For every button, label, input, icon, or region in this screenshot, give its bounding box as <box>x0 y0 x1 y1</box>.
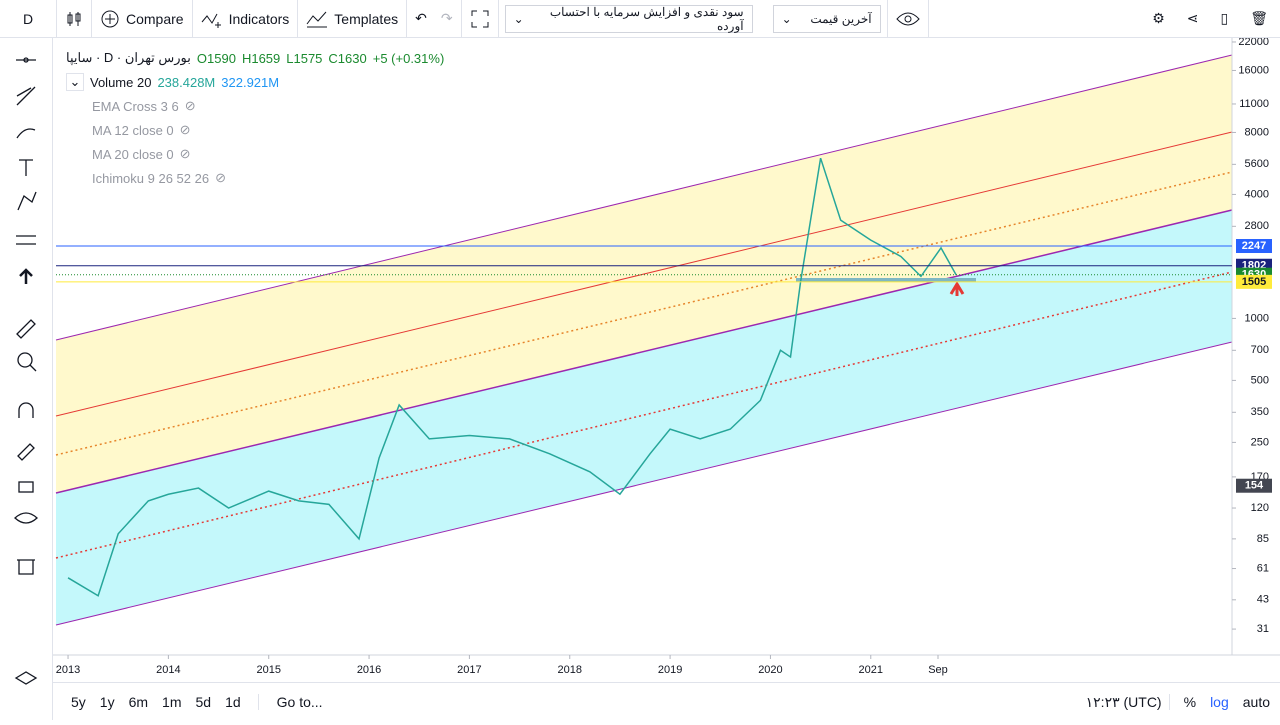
study[interactable]: MA 12 close 0 ⊘ <box>92 122 191 138</box>
indicators-button[interactable]: Indicators <box>193 0 299 37</box>
chart-style-button[interactable] <box>57 0 92 37</box>
arrow-marker <box>949 281 965 296</box>
x-tick-label: 2019 <box>658 664 682 676</box>
channel-mid-line <box>55 131 1233 417</box>
price-label-bg <box>1236 478 1272 493</box>
volume-value: 238.428M <box>157 74 216 90</box>
adjustment-select[interactable]: سود نقدی و افزایش سرمایه با احتساب آورده… <box>504 4 753 33</box>
channel-line <box>55 341 1233 626</box>
range-button[interactable]: 6m <box>128 694 149 710</box>
range-button[interactable]: 1d <box>225 694 241 710</box>
rectangle-drawing <box>796 278 976 282</box>
drawing-tools[interactable] <box>0 15 52 720</box>
y-tick-label: 250 <box>1251 436 1269 448</box>
eye-icon <box>895 12 920 25</box>
visibility-button[interactable] <box>886 0 929 37</box>
fullscreen-icon <box>471 10 489 27</box>
y-tick-label: 2800 <box>1245 220 1269 232</box>
price-label: 1505 <box>1242 276 1266 288</box>
x-tick-label: Sep <box>928 664 948 676</box>
ohlc-low: L1575 <box>286 50 323 66</box>
x-tick-label: 2020 <box>758 664 782 676</box>
channel-dotted <box>55 171 1233 456</box>
range-button[interactable]: 5d <box>195 694 212 710</box>
plus-icon <box>101 10 119 27</box>
ohlc-close: C1630 <box>328 50 367 66</box>
indicator-icon <box>201 13 221 28</box>
x-tick-label: 2013 <box>56 664 80 676</box>
ohlc-change: +5 (+0.31%) <box>372 50 445 66</box>
ohlc-open: O1590 <box>196 50 236 66</box>
fullscreen-button[interactable] <box>462 0 499 37</box>
y-tick-label: 22000 <box>1238 36 1269 48</box>
ohlc-high: H1659 <box>241 50 281 66</box>
y-tick-label: 43 <box>1257 594 1269 606</box>
volume-average: 322.921M <box>221 74 280 90</box>
channel-dotted <box>55 271 1233 559</box>
undo-redo[interactable]: ↶ ↷ <box>407 0 462 37</box>
x-tick-label: 2014 <box>156 664 180 676</box>
study[interactable]: Ichimoku 9 26 52 26 ⊘ <box>92 170 226 186</box>
bottom-toolbar: 5y 1y 6m 1m 5d 1d Go to... ۱۲:۲۳ (UTC) %… <box>53 682 1280 721</box>
range-button[interactable]: 1m <box>162 694 182 710</box>
x-tick-label: 2018 <box>558 664 582 676</box>
goto-button[interactable]: Go to... <box>257 694 330 710</box>
range-button[interactable]: 1y <box>99 694 115 710</box>
price-type-select[interactable]: آخرین قیمت ⌄ <box>772 4 881 33</box>
collapse-button[interactable]: ⌄ <box>66 73 84 91</box>
range-button[interactable]: 5y <box>71 694 86 710</box>
percent-button[interactable]: % <box>1168 694 1203 710</box>
price-label: 154 <box>1245 480 1264 492</box>
y-tick-label: 350 <box>1251 406 1269 418</box>
price-label-bg <box>1236 274 1272 289</box>
study[interactable]: EMA Cross 3 6 ⊘ <box>92 98 196 114</box>
y-tick-label: 11000 <box>1239 98 1269 110</box>
data-layer: 22000 16000 11000 8000 5600 4000 2800 1000 700 50… <box>56 36 1272 676</box>
right-tools[interactable]: ⚙ ⋖ ▯ 🗑 <box>1152 10 1268 26</box>
y-tick-label: 700 <box>1251 344 1269 356</box>
price-label: 2247 <box>1242 240 1266 252</box>
auto-button[interactable]: auto <box>1242 694 1270 710</box>
y-tick-label: 16000 <box>1238 64 1269 76</box>
volume-row: ⌄ Volume 20 238.428M 322.921M <box>66 70 444 94</box>
lower-channel <box>56 210 1232 625</box>
candle-icon <box>67 11 81 26</box>
y-tick-label: 31 <box>1257 623 1269 635</box>
study[interactable]: MA 20 close 0 ⊘ <box>92 146 191 162</box>
symbol-row: سایپا · D · بورس تهران O1590 H1659 L1575… <box>66 46 444 70</box>
y-tick-label: 5600 <box>1245 158 1269 170</box>
price-line <box>67 157 957 597</box>
price-label-bg <box>1236 239 1272 254</box>
x-tick-label: 2017 <box>457 664 481 676</box>
volume-label: Volume 20 <box>90 74 152 90</box>
x-tick-label: 2021 <box>859 664 883 676</box>
top-toolbar: D Compare Indicators Templates ↶ ↷ سود نق… <box>0 0 1280 38</box>
compare-button[interactable]: Compare <box>92 0 193 37</box>
y-tick-label: 120 <box>1251 502 1269 514</box>
drawing-toolbar <box>0 15 53 720</box>
x-tick-label: 2015 <box>256 664 280 676</box>
channel-line <box>55 54 1233 341</box>
template-icon <box>306 11 328 27</box>
y-tick-label: 1000 <box>1245 312 1269 324</box>
channel-line <box>55 209 1233 494</box>
y-tick-label: 500 <box>1251 374 1269 386</box>
templates-button[interactable]: Templates <box>298 0 408 37</box>
legend: سایپا · D · بورس تهران O1590 H1659 L1575… <box>66 46 444 190</box>
y-tick-label: 85 <box>1257 533 1269 545</box>
symbol: سایپا · D · بورس تهران <box>66 50 191 65</box>
y-tick-label: 4000 <box>1245 188 1269 200</box>
log-button[interactable]: log <box>1210 694 1229 710</box>
y-tick-label: 61 <box>1257 562 1269 574</box>
x-tick-label: 2016 <box>357 664 381 676</box>
clock: ۱۲:۲۳ (UTC) <box>1085 693 1162 710</box>
interval-button[interactable]: D <box>0 0 57 37</box>
y-tick-label: 8000 <box>1245 126 1269 138</box>
